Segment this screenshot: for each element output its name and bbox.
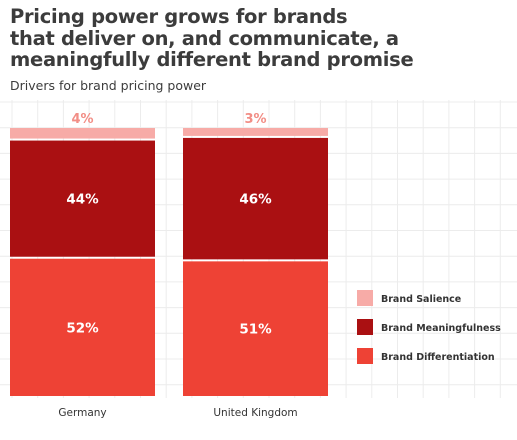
bar-germany-brand-salience [10,128,155,139]
legend-label-brand-differentiation: Brand Differentiation [381,352,495,363]
legend-label-brand-meaningfulness: Brand Meaningfulness [381,323,501,334]
chart-title-line-1: Pricing power grows for brands [10,5,348,28]
legend-swatch-brand-differentiation [357,348,373,364]
chart-title-line-2: that deliver on, and communicate, a [10,26,399,50]
x-tick-label-united-kingdom: United Kingdom [213,407,297,419]
x-tick-label-germany: Germany [58,407,106,419]
data-label-united-kingdom-brand-differentiation: 51% [239,322,272,338]
data-label-germany-brand-differentiation: 52% [66,320,99,336]
data-label-germany-brand-meaningfulness: 44% [66,192,99,208]
chart-subtitle: Drivers for brand pricing power [10,78,207,93]
chart-title: Pricing power grows for brands that deli… [10,6,510,71]
legend-swatch-brand-meaningfulness [357,319,373,335]
chart-title-line-3: meaningfully different brand promise [10,48,414,71]
data-label-united-kingdom-brand-meaningfulness: 46% [239,192,272,208]
data-label-germany-brand-salience: 4% [71,112,93,127]
bar-united-kingdom-brand-differentiation [183,261,328,396]
bar-germany-brand-differentiation [10,258,155,396]
legend-label-brand-salience: Brand Salience [381,294,461,305]
bar-united-kingdom-brand-meaningfulness [183,137,328,260]
data-label-united-kingdom-brand-salience: 3% [244,112,266,127]
bar-germany-brand-meaningfulness [10,140,155,257]
bar-united-kingdom-brand-salience [183,128,328,136]
legend-swatch-brand-salience [357,290,373,306]
